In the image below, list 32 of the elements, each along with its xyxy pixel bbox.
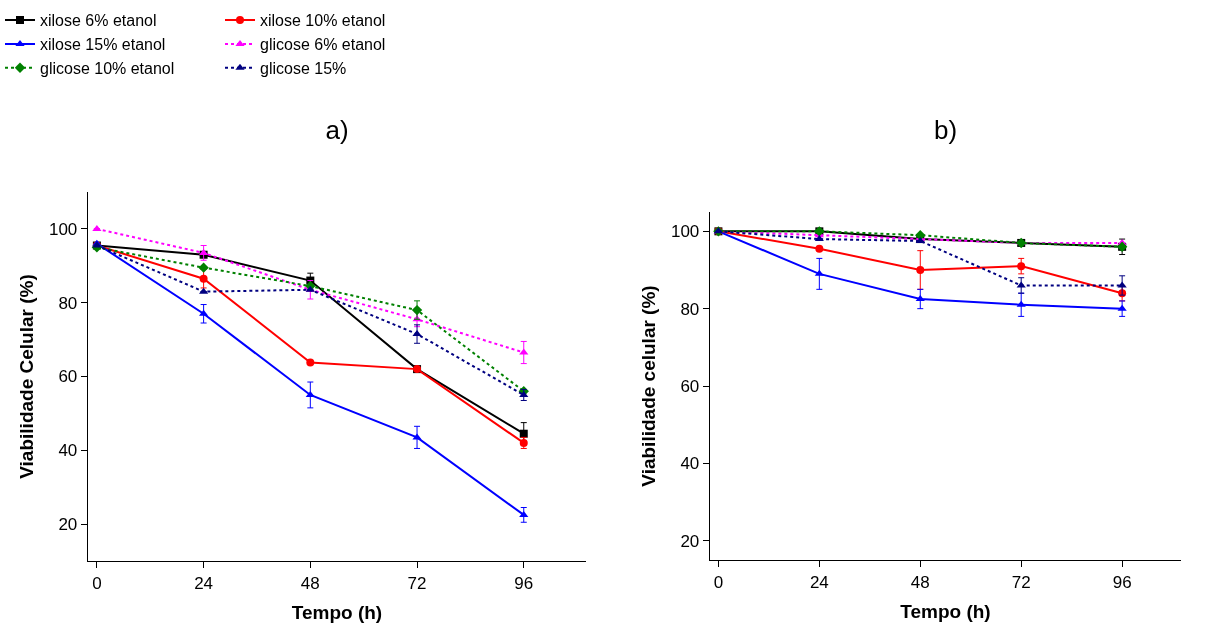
y-tick-label: 80 bbox=[680, 299, 700, 319]
y-tick-label: 40 bbox=[58, 441, 78, 461]
x-tick-label: 96 bbox=[514, 573, 534, 593]
x-tick-label: 0 bbox=[92, 573, 102, 593]
x-tick-label: 24 bbox=[809, 572, 829, 592]
legend-label: glicose 15% bbox=[260, 59, 347, 77]
y-tick-label: 60 bbox=[680, 376, 700, 396]
y-tick-label: 60 bbox=[58, 367, 78, 387]
y-tick-label: 80 bbox=[58, 293, 78, 313]
x-tick-label: 96 bbox=[1112, 572, 1132, 592]
y-tick-label: 100 bbox=[48, 219, 78, 239]
x-tick-label: 72 bbox=[407, 573, 427, 593]
y-axis-title: Viabilidade celular (%) bbox=[637, 285, 659, 487]
x-axis-title: Tempo (h) bbox=[291, 602, 383, 624]
y-axis-title: Viabilidade Celular (%) bbox=[15, 274, 37, 479]
legend-label: glicose 6% etanol bbox=[260, 36, 386, 54]
y-tick-label: 100 bbox=[670, 222, 700, 242]
x-tick-label: 72 bbox=[1011, 572, 1031, 592]
legend-label: xilose 6% etanol bbox=[40, 12, 157, 30]
x-tick-label: 48 bbox=[910, 572, 930, 592]
legend-label: xilose 15% etanol bbox=[40, 36, 166, 54]
chart-title: b) bbox=[933, 115, 958, 146]
y-tick-label: 40 bbox=[680, 454, 700, 474]
legend-label: glicose 10% etanol bbox=[40, 59, 175, 77]
x-axis-title: Tempo (h) bbox=[900, 601, 991, 623]
y-tick-label: 20 bbox=[58, 515, 78, 535]
x-tick-label: 24 bbox=[194, 573, 214, 593]
y-tick-label: 20 bbox=[680, 531, 700, 551]
x-tick-label: 0 bbox=[713, 572, 724, 592]
chart-title: a) bbox=[325, 115, 349, 146]
legend-label: xilose 10% etanol bbox=[260, 12, 386, 30]
x-tick-label: 48 bbox=[300, 573, 320, 593]
